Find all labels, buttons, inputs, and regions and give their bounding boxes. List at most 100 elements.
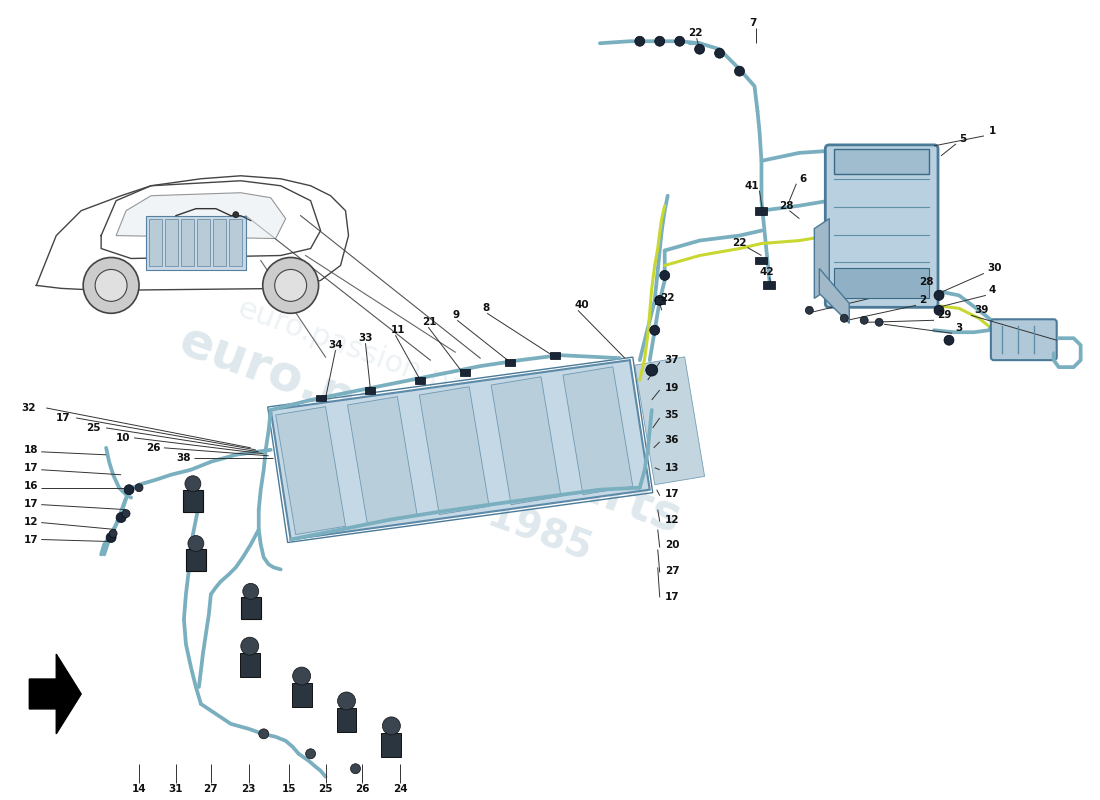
Text: 38: 38 — [176, 453, 190, 462]
Text: 3: 3 — [955, 323, 962, 334]
Text: 11: 11 — [390, 326, 405, 335]
Polygon shape — [271, 360, 650, 539]
Circle shape — [106, 533, 117, 542]
Circle shape — [635, 36, 645, 46]
Bar — [337, 708, 356, 732]
Bar — [834, 149, 929, 174]
Text: 25: 25 — [86, 423, 101, 433]
Text: since 1985: since 1985 — [363, 451, 597, 568]
Bar — [146, 216, 245, 270]
Circle shape — [840, 314, 848, 322]
Text: 4: 4 — [989, 286, 997, 295]
Text: 29: 29 — [937, 310, 952, 320]
Circle shape — [84, 258, 139, 314]
Text: 34: 34 — [329, 340, 343, 350]
Circle shape — [944, 335, 954, 345]
Text: 22: 22 — [733, 238, 747, 247]
Text: euro.passion.parts: euro.passion.parts — [173, 317, 688, 543]
Text: 37: 37 — [664, 355, 680, 365]
Text: 14: 14 — [132, 784, 146, 794]
Bar — [505, 358, 515, 366]
Polygon shape — [563, 366, 632, 494]
Bar — [550, 352, 560, 358]
Bar — [654, 297, 664, 304]
Polygon shape — [276, 406, 345, 534]
Circle shape — [243, 583, 258, 599]
Text: 12: 12 — [664, 514, 679, 525]
Circle shape — [293, 667, 310, 685]
Text: 25: 25 — [318, 784, 333, 794]
Bar — [834, 269, 929, 298]
Text: 13: 13 — [664, 462, 679, 473]
Text: 27: 27 — [204, 784, 218, 794]
Text: 18: 18 — [23, 445, 37, 455]
Text: 19: 19 — [664, 383, 679, 393]
Bar — [183, 490, 202, 512]
Bar — [316, 394, 326, 402]
Text: 28: 28 — [780, 201, 794, 210]
Text: 2: 2 — [920, 295, 926, 306]
Text: 40: 40 — [575, 300, 590, 310]
Circle shape — [805, 306, 813, 314]
Polygon shape — [635, 357, 705, 485]
Circle shape — [109, 530, 117, 538]
Text: 17: 17 — [664, 489, 680, 498]
Circle shape — [241, 637, 258, 655]
Text: 36: 36 — [664, 435, 679, 445]
Text: 24: 24 — [393, 784, 408, 794]
Text: 28: 28 — [920, 278, 934, 287]
Bar — [186, 550, 206, 571]
Circle shape — [275, 270, 307, 302]
Circle shape — [876, 318, 883, 326]
Circle shape — [694, 44, 705, 54]
Text: 35: 35 — [664, 410, 679, 420]
Circle shape — [351, 764, 361, 774]
Circle shape — [660, 270, 670, 281]
Text: 39: 39 — [974, 306, 988, 315]
Text: 5: 5 — [959, 134, 966, 144]
Text: 17: 17 — [23, 462, 38, 473]
Bar — [763, 282, 776, 290]
Circle shape — [124, 485, 134, 494]
Text: 17: 17 — [23, 534, 38, 545]
Text: 33: 33 — [359, 334, 373, 343]
Bar — [460, 369, 470, 375]
Circle shape — [860, 316, 868, 324]
Text: 31: 31 — [168, 784, 184, 794]
Text: 6: 6 — [800, 174, 806, 184]
Text: 23: 23 — [242, 784, 256, 794]
Circle shape — [383, 717, 400, 735]
Text: 9: 9 — [452, 310, 460, 320]
Bar — [180, 218, 194, 266]
Circle shape — [735, 66, 745, 76]
Bar — [756, 257, 768, 265]
Text: 21: 21 — [422, 318, 437, 327]
Polygon shape — [491, 377, 561, 505]
Circle shape — [306, 749, 316, 758]
Circle shape — [233, 212, 239, 218]
Circle shape — [135, 484, 143, 492]
Bar — [416, 377, 426, 383]
Circle shape — [715, 48, 725, 58]
Text: 42: 42 — [759, 267, 774, 278]
Bar — [292, 683, 311, 707]
Bar — [197, 218, 210, 266]
FancyBboxPatch shape — [825, 145, 938, 307]
Text: 8: 8 — [482, 303, 490, 314]
Polygon shape — [348, 397, 417, 525]
Text: 17: 17 — [56, 413, 70, 423]
Text: 16: 16 — [23, 481, 37, 490]
Bar — [756, 206, 768, 214]
Polygon shape — [419, 386, 490, 514]
Circle shape — [934, 290, 944, 300]
Text: 15: 15 — [282, 784, 296, 794]
Text: euro.passion.parts: euro.passion.parts — [233, 294, 508, 417]
Text: 12: 12 — [23, 517, 37, 526]
Text: 26: 26 — [146, 443, 161, 453]
Bar — [382, 733, 402, 757]
Text: 27: 27 — [664, 566, 680, 577]
Text: 10: 10 — [117, 433, 131, 443]
FancyBboxPatch shape — [991, 319, 1057, 360]
Text: 17: 17 — [23, 498, 38, 509]
Bar — [165, 218, 178, 266]
